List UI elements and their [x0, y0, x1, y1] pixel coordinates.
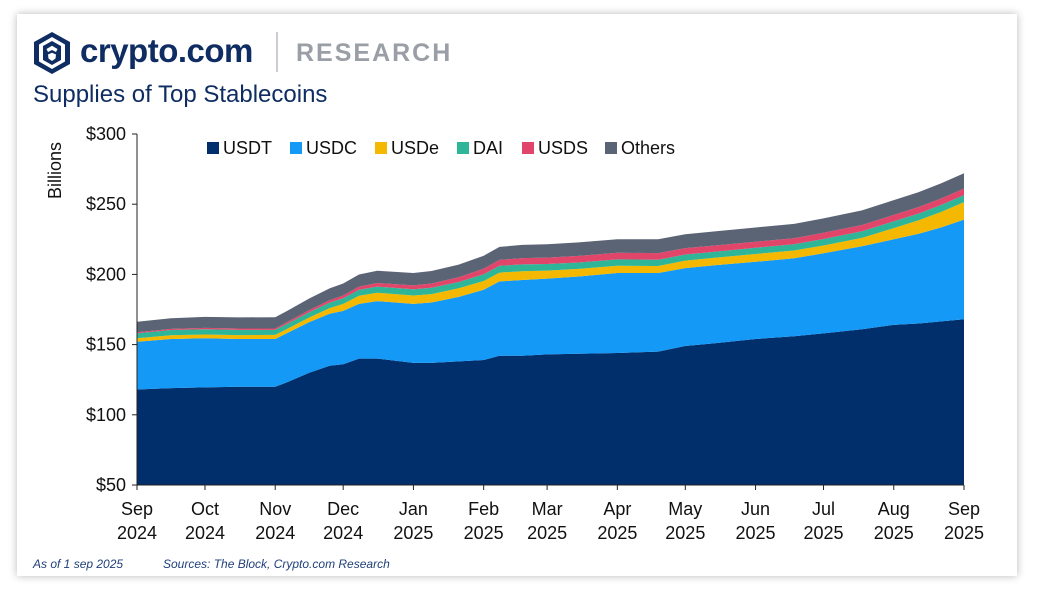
- header-divider: [276, 32, 278, 72]
- y-tick-label: $250: [86, 194, 126, 214]
- axes: $50 $100 $150 $200 $250 $300 Billions Sep 2024 Oc…: [45, 124, 984, 543]
- y-tick-label: $200: [86, 264, 126, 284]
- y-axis-label: Billions: [45, 142, 65, 199]
- area-usde: [137, 202, 964, 342]
- x-tick-year: 2025: [464, 523, 504, 543]
- y-tick-label: $150: [86, 335, 126, 355]
- x-tick-year: 2025: [944, 523, 984, 543]
- legend-item-usdc: USDC: [290, 138, 357, 158]
- legend-swatch: [605, 142, 617, 154]
- x-tick-month: Feb: [468, 499, 499, 519]
- legend-swatch: [457, 142, 469, 154]
- legend-swatch: [522, 142, 534, 154]
- area-usdc: [137, 219, 964, 390]
- area-others: [137, 173, 964, 333]
- legend-item-usds: USDS: [522, 138, 588, 158]
- y-tick-label: $50: [96, 475, 126, 495]
- legend-swatch: [207, 142, 219, 154]
- brand-name: crypto.com: [80, 32, 253, 69]
- legend-item-dai: DAI: [457, 138, 503, 158]
- x-tick-month: Sep: [948, 499, 980, 519]
- legend-label: DAI: [473, 138, 503, 158]
- x-tick-year: 2025: [874, 523, 914, 543]
- x-tick-year: 2025: [527, 523, 567, 543]
- x-tick-year: 2025: [393, 523, 433, 543]
- legend-label: USDC: [306, 138, 357, 158]
- x-tick-year: 2024: [255, 523, 295, 543]
- x-tick-month: Jun: [741, 499, 770, 519]
- legend-swatch: [290, 142, 302, 154]
- x-tick-month: Jul: [812, 499, 835, 519]
- chart-title: Supplies of Top Stablecoins: [33, 81, 328, 108]
- section-label: RESEARCH: [296, 39, 453, 67]
- area-usdt: [137, 319, 964, 485]
- legend-item-usdt: USDT: [207, 138, 272, 158]
- legend-item-usde: USDe: [375, 138, 439, 158]
- y-tick-label: $100: [86, 405, 126, 425]
- x-tick-month: Aug: [878, 499, 910, 519]
- x-tick-year: 2025: [665, 523, 705, 543]
- y-tick-label: $300: [86, 124, 126, 144]
- x-tick-month: Sep: [121, 499, 153, 519]
- x-tick-month: Nov: [259, 499, 291, 519]
- x-tick-month: Mar: [532, 499, 563, 519]
- area-usds: [137, 188, 964, 334]
- legend-item-others: Others: [605, 138, 675, 158]
- x-tick-month: Dec: [327, 499, 359, 519]
- series-areas: [137, 173, 964, 485]
- legend-label: USDT: [223, 138, 272, 158]
- x-tick-month: Oct: [191, 499, 219, 519]
- x-tick-year: 2024: [117, 523, 157, 543]
- legend-swatch: [375, 142, 387, 154]
- x-tick-year: 2024: [185, 523, 225, 543]
- sources-note: Sources: The Block, Crypto.com Research: [163, 557, 390, 571]
- legend-label: Others: [621, 138, 675, 158]
- x-tick-month: Jan: [399, 499, 428, 519]
- x-tick-year: 2025: [597, 523, 637, 543]
- x-tick-year: 2024: [323, 523, 363, 543]
- area-dai: [137, 195, 964, 339]
- legend-label: USDS: [538, 138, 588, 158]
- as-of-note: As of 1 sep 2025: [33, 557, 124, 571]
- x-tick-month: May: [668, 499, 702, 519]
- legend: USDT USDC USDe DAI USDS Others: [207, 138, 675, 158]
- x-tick-year: 2025: [736, 523, 776, 543]
- x-tick-year: 2025: [803, 523, 843, 543]
- legend-label: USDe: [391, 138, 439, 158]
- x-tick-month: Apr: [603, 499, 631, 519]
- crypto-com-lion-shield-icon: [34, 32, 70, 74]
